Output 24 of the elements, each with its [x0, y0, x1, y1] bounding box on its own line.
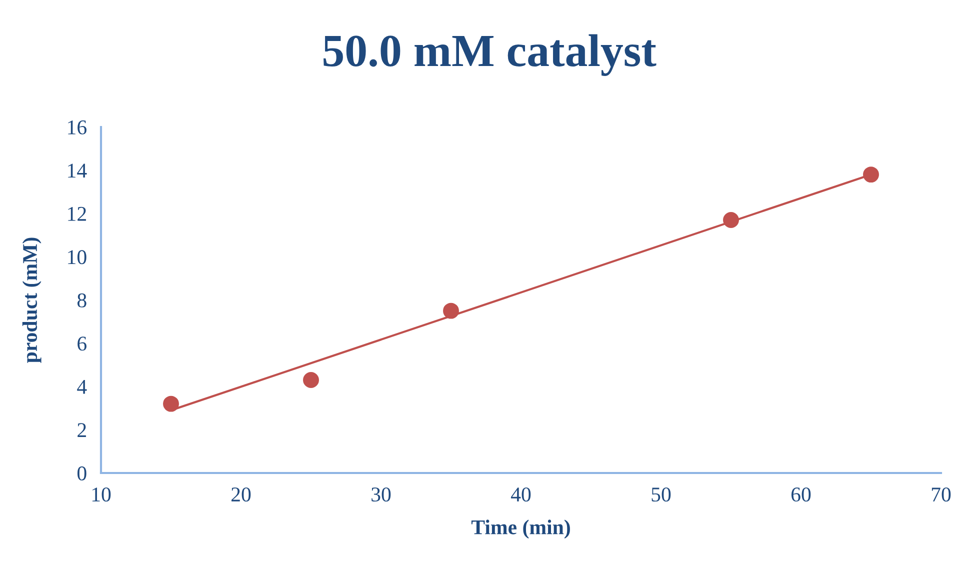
point [863, 166, 879, 183]
y-tick-label: 12 [68, 206, 86, 221]
x-tick-label: 70 [932, 487, 951, 502]
y-tick-label: 14 [68, 164, 87, 178]
x-tick-label: 10 [92, 487, 111, 502]
y-tick-label: 0 [77, 466, 86, 480]
y-tick-label: 10 [68, 250, 86, 264]
x-tick-label: 60 [791, 487, 811, 502]
x-tick-label: 50 [652, 487, 671, 502]
x-tick-label: 40 [510, 487, 531, 502]
y-tick-label: 4 [77, 380, 87, 394]
point [443, 302, 459, 319]
point [163, 396, 179, 412]
chart-title: 50.0 mM catalyst [324, 34, 656, 76]
y-tick-label: 8 [77, 293, 86, 308]
y-tick-label: 16 [68, 120, 86, 134]
x-tick-label: 20 [232, 487, 251, 502]
x-axis-title: Time (min) [471, 520, 570, 539]
point [303, 372, 319, 388]
point [723, 212, 739, 228]
x-tick-label: 30 [372, 487, 391, 502]
y-tick-label: 6 [78, 336, 86, 351]
y-axis-title: product (mM) [22, 238, 42, 363]
y-tick-label: 2 [78, 423, 86, 437]
